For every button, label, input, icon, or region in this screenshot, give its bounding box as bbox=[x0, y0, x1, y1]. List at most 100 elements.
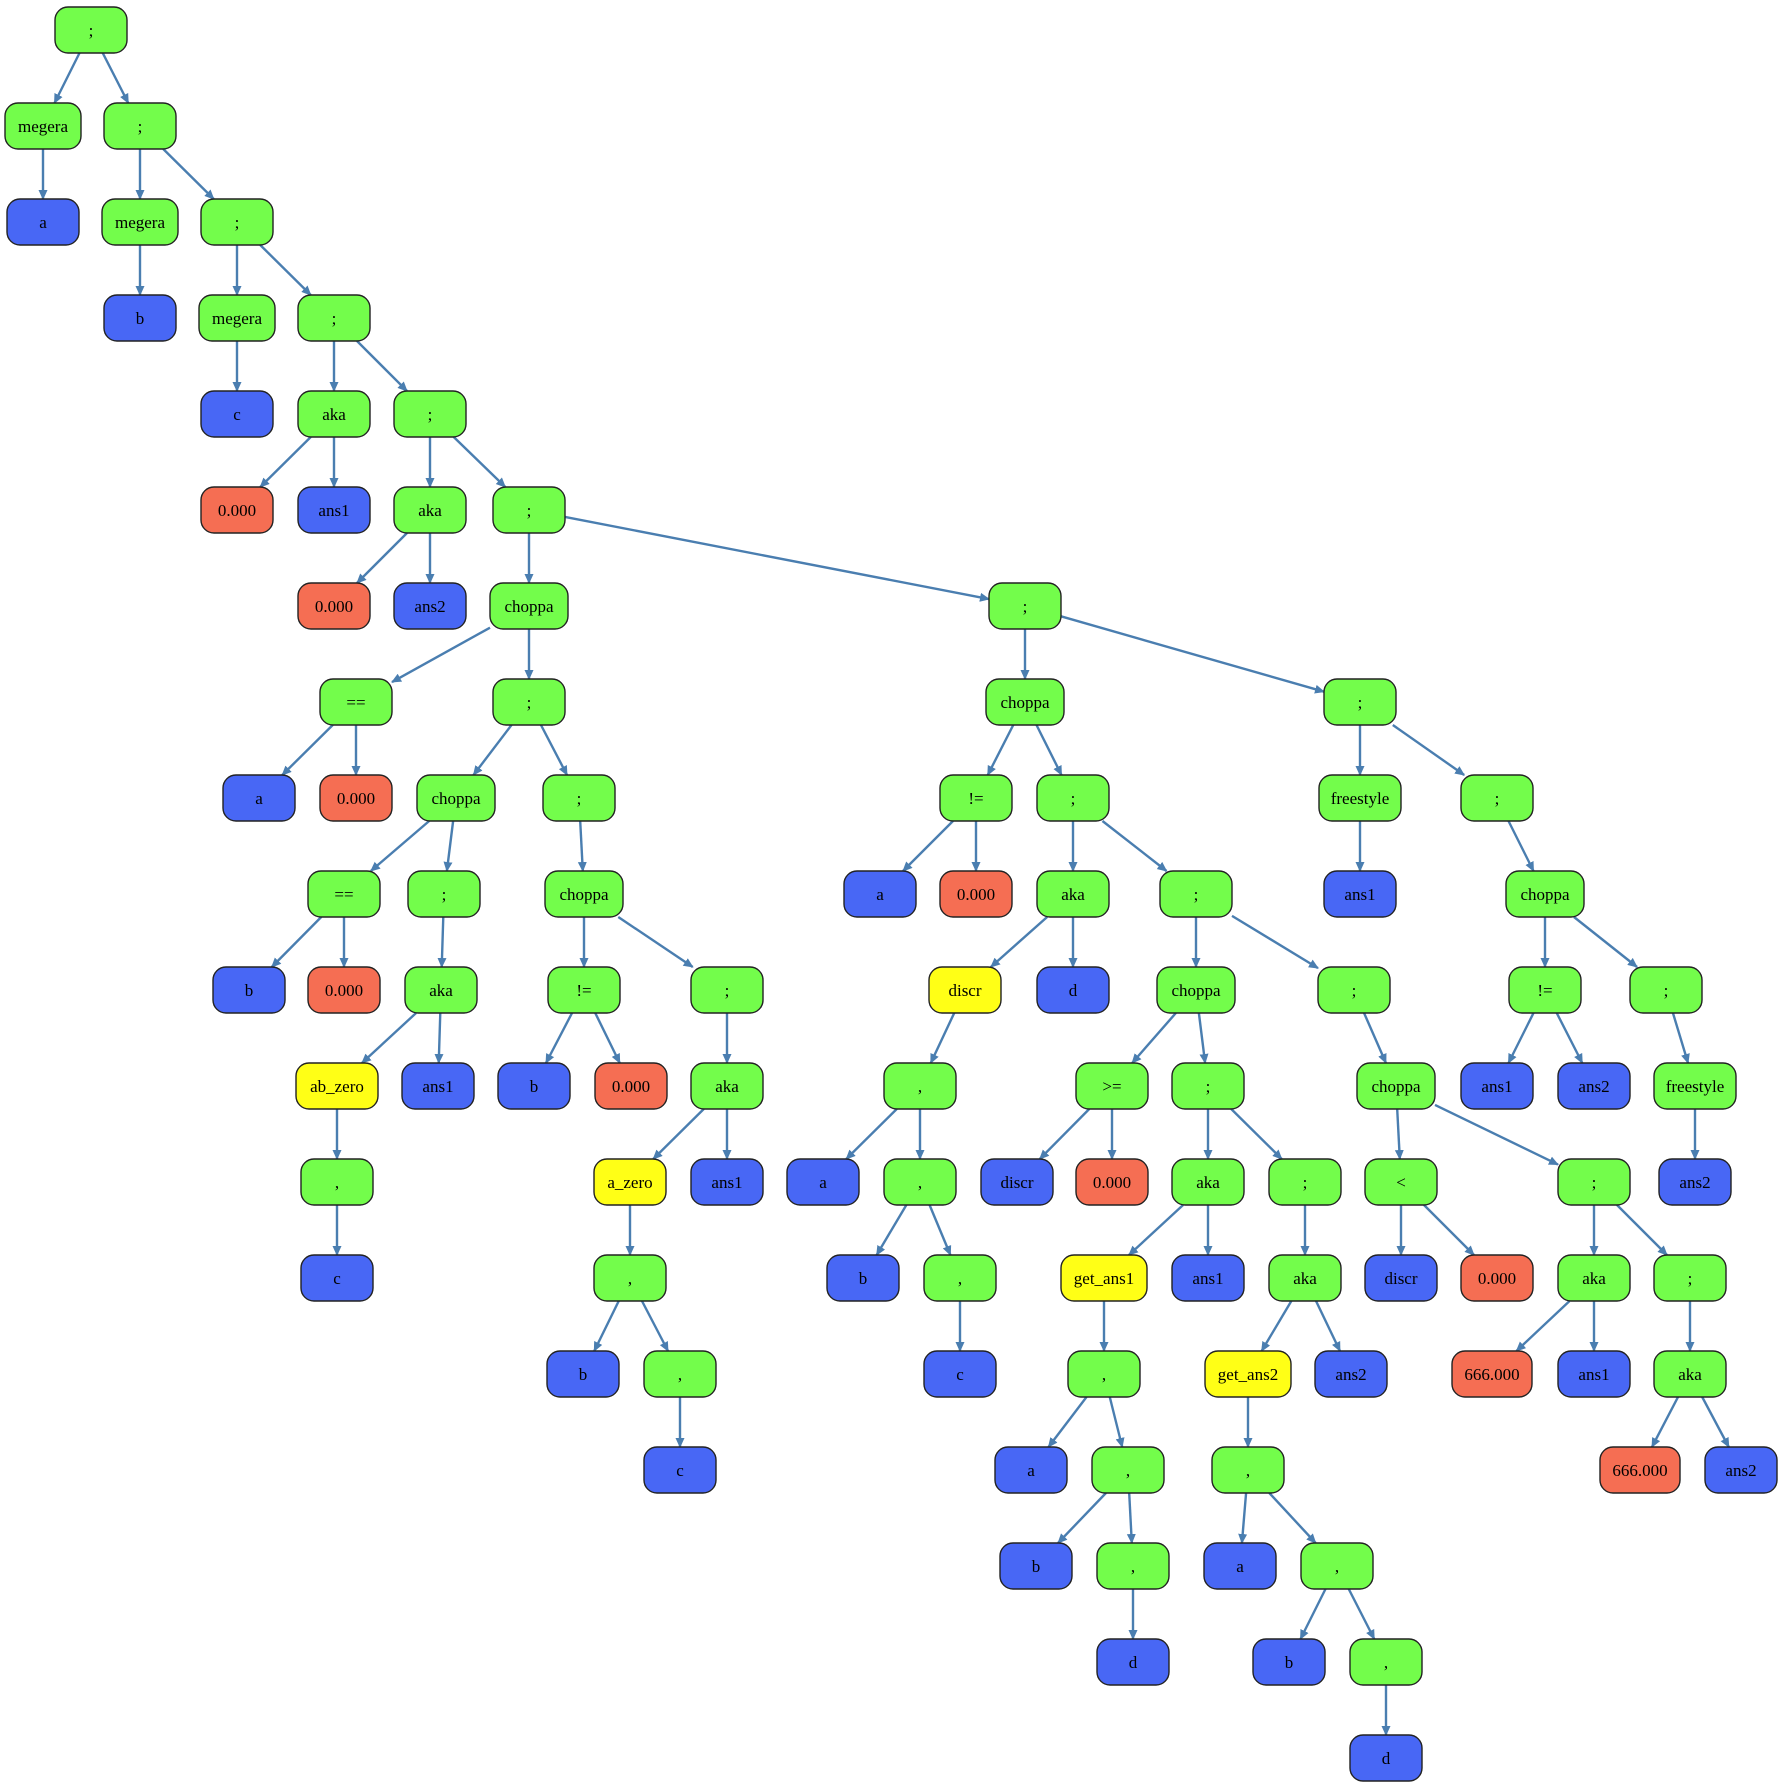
edge-n63-n64 bbox=[1131, 1012, 1177, 1064]
tree-node-op: freestyle bbox=[1318, 774, 1402, 822]
node-label: aka bbox=[715, 1077, 739, 1096]
tree-node-op: ; bbox=[297, 294, 371, 342]
tree-node-op: ; bbox=[690, 966, 764, 1014]
node-box bbox=[1204, 1350, 1292, 1398]
node-box bbox=[407, 870, 481, 918]
tree-node-op: < bbox=[1364, 1158, 1438, 1206]
edge-n49-n50 bbox=[902, 820, 954, 872]
node-box bbox=[1349, 1734, 1423, 1782]
node-box bbox=[497, 1062, 571, 1110]
node-label: ab_zero bbox=[310, 1077, 364, 1096]
node-box bbox=[1508, 966, 1582, 1014]
edge-n23-n24 bbox=[472, 724, 513, 776]
node-box bbox=[54, 6, 128, 54]
node-label: ans2 bbox=[1679, 1173, 1710, 1192]
tree-node-num: 0.000 bbox=[939, 870, 1013, 918]
tree-node-func: get_ans1 bbox=[1060, 1254, 1148, 1302]
node-box bbox=[1075, 1158, 1149, 1206]
node-box bbox=[1460, 774, 1534, 822]
edge-n36-n38 bbox=[594, 1012, 621, 1064]
edge-n93-n94 bbox=[1515, 1300, 1571, 1352]
node-box bbox=[1653, 1254, 1727, 1302]
tree-node-op: ; bbox=[988, 582, 1062, 630]
tree-node-op: choppa bbox=[489, 582, 569, 630]
nodes-layer: ; megera a; megera b; megera c; aka 0.000 ans1; ak… bbox=[4, 6, 1778, 1782]
tree-node-op: , bbox=[300, 1158, 374, 1206]
tree-node-op: aka bbox=[690, 1062, 764, 1110]
tree-node-op: , bbox=[883, 1158, 957, 1206]
edge-n15-n16 bbox=[356, 532, 408, 584]
node-label: ; bbox=[332, 309, 337, 328]
node-box bbox=[939, 870, 1013, 918]
edge-n36-n37 bbox=[544, 1012, 574, 1064]
node-label: discr bbox=[1000, 1173, 1033, 1192]
edge-n89-n91 bbox=[1423, 1204, 1475, 1256]
edge-n72-n74 bbox=[1126, 1492, 1136, 1544]
edge-n47-n100 bbox=[1060, 615, 1325, 694]
tree-node-op: ; bbox=[1629, 966, 1703, 1014]
tree-node-num: 0.000 bbox=[1075, 1158, 1149, 1206]
node-label: ans1 bbox=[1481, 1077, 1512, 1096]
node-label: , bbox=[1246, 1461, 1250, 1480]
node-label: discr bbox=[948, 981, 981, 1000]
tree-node-var: ans2 bbox=[1704, 1446, 1778, 1494]
tree-node-op: aka bbox=[1557, 1254, 1631, 1302]
node-label: ans1 bbox=[318, 501, 349, 520]
node-label: freestyle bbox=[1666, 1077, 1725, 1096]
edge-n48-n49 bbox=[986, 724, 1015, 776]
tree-node-var: ans1 bbox=[1323, 870, 1397, 918]
tree-node-op: choppa bbox=[1156, 966, 1236, 1014]
tree-node-op: ; bbox=[200, 198, 274, 246]
node-label: ; bbox=[1303, 1173, 1308, 1192]
node-box bbox=[222, 774, 296, 822]
tree-node-op: aka bbox=[1653, 1350, 1727, 1398]
node-label: a bbox=[1027, 1461, 1035, 1480]
tree-node-op: != bbox=[939, 774, 1013, 822]
tree-node-op: aka bbox=[1036, 870, 1110, 918]
node-box bbox=[103, 294, 177, 342]
node-label: ; bbox=[1358, 693, 1363, 712]
edge-n20-n21 bbox=[281, 724, 334, 776]
node-label: megera bbox=[115, 213, 165, 232]
edge-n52-n62 bbox=[1101, 820, 1168, 872]
node-label: discr bbox=[1384, 1269, 1417, 1288]
node-box bbox=[393, 390, 467, 438]
node-box bbox=[1075, 1062, 1149, 1110]
node-box bbox=[200, 198, 274, 246]
tree-node-var: b bbox=[497, 1062, 571, 1110]
node-label: megera bbox=[18, 117, 68, 136]
tree-node-func: discr bbox=[928, 966, 1002, 1014]
node-box bbox=[542, 774, 616, 822]
node-box bbox=[1211, 1446, 1285, 1494]
tree-node-var: c bbox=[923, 1350, 997, 1398]
node-label: choppa bbox=[1520, 885, 1570, 904]
node-label: ans1 bbox=[1192, 1269, 1223, 1288]
tree-node-var: d bbox=[1036, 966, 1110, 1014]
node-box bbox=[103, 102, 177, 150]
tree-node-op: ; bbox=[393, 390, 467, 438]
tree-node-var: ans1 bbox=[1460, 1062, 1534, 1110]
node-label: , bbox=[1131, 1557, 1135, 1576]
node-label: ; bbox=[138, 117, 143, 136]
node-label: aka bbox=[1293, 1269, 1317, 1288]
edge-n24-n25 bbox=[370, 820, 430, 872]
node-box bbox=[4, 102, 82, 150]
node-box bbox=[826, 1254, 900, 1302]
node-label: aka bbox=[1582, 1269, 1606, 1288]
node-box bbox=[6, 198, 80, 246]
node-box bbox=[307, 966, 381, 1014]
edge-n78-n79 bbox=[1260, 1300, 1293, 1352]
edge-n70-n71 bbox=[1047, 1396, 1088, 1448]
node-box bbox=[643, 1350, 717, 1398]
node-label: ; bbox=[1664, 981, 1669, 1000]
edge-n87-n88 bbox=[1362, 1012, 1388, 1064]
edge-n57-n59 bbox=[928, 1204, 952, 1256]
tree-node-op: aka bbox=[404, 966, 478, 1014]
node-box bbox=[1629, 966, 1703, 1014]
node-box bbox=[295, 1062, 379, 1110]
node-box bbox=[1323, 678, 1397, 726]
node-label: b bbox=[579, 1365, 588, 1384]
node-label: ans1 bbox=[1344, 885, 1375, 904]
node-box bbox=[643, 1446, 717, 1494]
